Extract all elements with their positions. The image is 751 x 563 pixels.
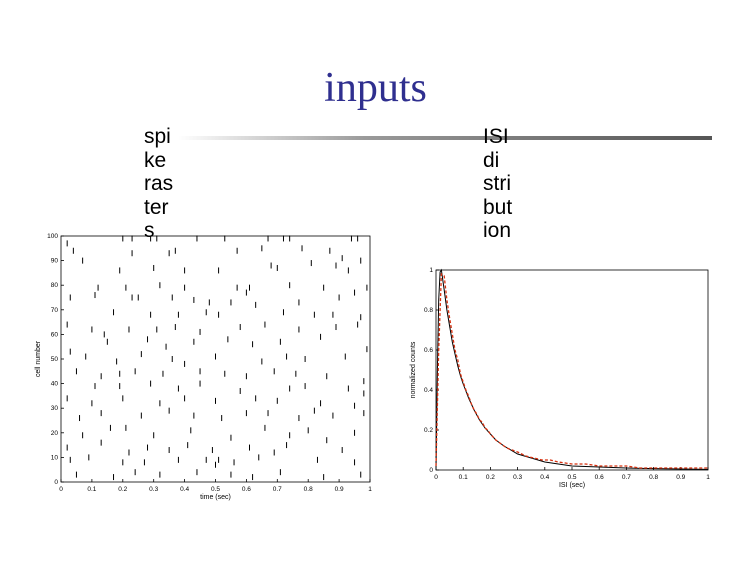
right-bullet-line: ion bbox=[483, 219, 512, 242]
isi-x-tick-label: 0.2 bbox=[486, 474, 495, 481]
raster-y-tick-label: 0 bbox=[54, 479, 58, 486]
isi-x-tick-label: 0.6 bbox=[595, 474, 604, 481]
isi-x-tick-label: 0.1 bbox=[459, 474, 468, 481]
isi-x-tick-label: 0.4 bbox=[540, 474, 549, 481]
raster-y-tick-label: 90 bbox=[51, 258, 59, 265]
isi-distribution-chart: 0 0.1 0.2 0.3 0.4 0.5 0.6 0.7 0.8 0.9 1 0 0.2 0.4 0.6 0… bbox=[410, 267, 710, 489]
raster-x-tick-label: 0.6 bbox=[242, 486, 251, 493]
isi-plot-frame bbox=[435, 269, 709, 471]
isi-y-tick-label: 1 bbox=[429, 267, 433, 274]
raster-x-tick-label: 0.1 bbox=[87, 486, 96, 493]
isi-y-tick-label: 0 bbox=[429, 467, 433, 474]
isi-x-tick-label: 0.8 bbox=[649, 474, 658, 481]
raster-x-tick-label: 0.7 bbox=[273, 486, 282, 493]
isi-x-tick-label: 0.5 bbox=[567, 474, 576, 481]
left-bullet-text: spi ke ras ter s bbox=[144, 125, 173, 243]
raster-x-tick-label: 0.9 bbox=[335, 486, 344, 493]
isi-fit-line bbox=[435, 268, 709, 471]
raster-y-axis-label: cell number bbox=[35, 340, 42, 377]
raster-y-tick-label: 80 bbox=[51, 282, 59, 289]
raster-x-tick-label: 0.4 bbox=[180, 486, 189, 493]
raster-y-tick-label: 30 bbox=[51, 405, 59, 412]
spike-raster-chart: 0 0.1 0.2 0.3 0.4 0.5 0.6 0.7 0.8 0.9 101020304050… bbox=[35, 233, 372, 501]
raster-x-tick-label: 0.2 bbox=[118, 486, 127, 493]
left-bullet-line: ke bbox=[144, 148, 167, 172]
raster-y-tick-label: 40 bbox=[51, 381, 59, 388]
slide-title: inputs bbox=[324, 65, 427, 111]
raster-x-tick-label: 0.5 bbox=[211, 486, 220, 493]
raster-y-tick-label: 70 bbox=[51, 307, 59, 314]
raster-y-tick-label: 60 bbox=[51, 331, 59, 338]
left-bullet-line: ras bbox=[144, 172, 174, 195]
raster-y-tick-label: 20 bbox=[51, 430, 59, 437]
raster-y-tick-label: 50 bbox=[51, 356, 59, 363]
right-bullet-line: stri bbox=[483, 172, 511, 195]
isi-x-tick-label: 0.9 bbox=[676, 474, 685, 481]
right-bullet-text: ISI di stri but ion bbox=[483, 125, 512, 243]
isi-x-axis-label: ISI (sec) bbox=[559, 482, 585, 489]
left-bullet-line: ter bbox=[144, 195, 169, 219]
isi-y-tick-label: 0.4 bbox=[424, 387, 433, 394]
title-divider bbox=[178, 136, 712, 140]
left-bullet-line: s bbox=[144, 219, 155, 242]
right-bullet-line: di bbox=[483, 148, 500, 172]
isi-x-tick-label: 1 bbox=[706, 474, 710, 481]
isi-y-axis-label: normalized counts bbox=[410, 341, 417, 398]
isi-x-tick-label: 0 bbox=[434, 474, 438, 481]
raster-x-tick-label: 0.3 bbox=[149, 486, 158, 493]
raster-x-tick-label: 0.8 bbox=[304, 486, 313, 493]
left-bullet-line: spi bbox=[144, 125, 171, 148]
isi-empirical-line bbox=[435, 272, 708, 469]
right-bullet-line: but bbox=[483, 195, 513, 219]
isi-x-tick-label: 0.3 bbox=[513, 474, 522, 481]
raster-x-tick-label: 0 bbox=[59, 486, 63, 493]
raster-x-tick-label: 1 bbox=[368, 486, 372, 493]
raster-x-axis-label: time (sec) bbox=[200, 494, 231, 501]
raster-y-tick-label: 10 bbox=[51, 454, 59, 461]
right-bullet-line: ISI bbox=[483, 125, 509, 148]
raster-y-tick-label: 100 bbox=[47, 233, 58, 240]
isi-y-tick-label: 0.2 bbox=[424, 427, 433, 434]
isi-y-tick-label: 0.8 bbox=[424, 307, 433, 314]
isi-x-tick-label: 0.7 bbox=[622, 474, 631, 481]
isi-y-tick-label: 0.6 bbox=[424, 347, 433, 354]
